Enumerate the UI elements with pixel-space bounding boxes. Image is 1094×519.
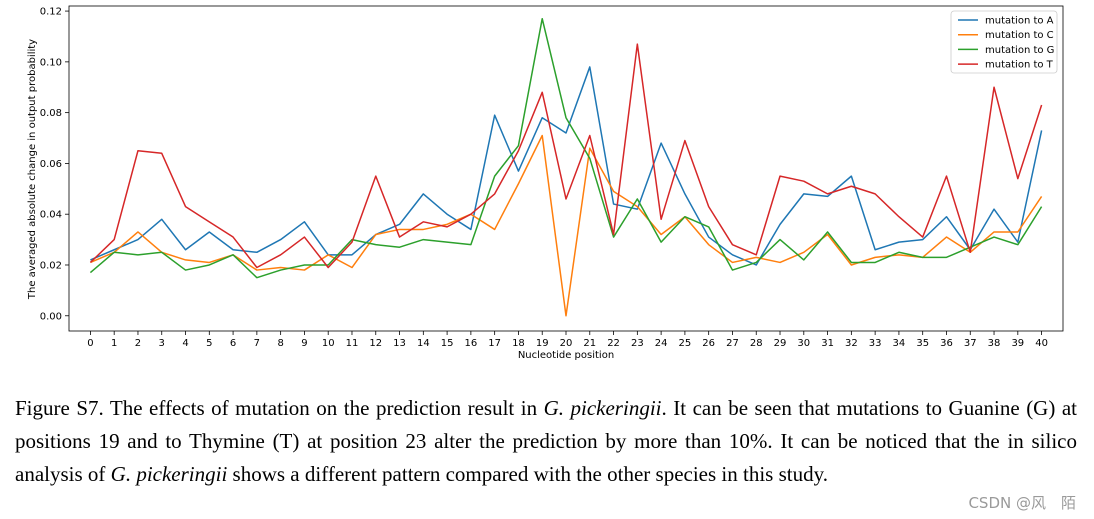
x-tick-label: 23 [631, 338, 644, 349]
x-tick-label: 8 [277, 338, 283, 349]
x-tick-label: 37 [964, 338, 977, 349]
x-tick-label: 13 [393, 338, 406, 349]
x-tick-label: 39 [1011, 338, 1024, 349]
y-tick-label: 0.02 [40, 260, 62, 271]
series-line-1 [90, 66, 1043, 266]
x-tick-label: 36 [940, 338, 953, 349]
x-tick-label: 40 [1035, 338, 1048, 349]
x-axis-label: Nucleotide position [518, 350, 614, 361]
x-tick-label: 9 [301, 338, 307, 349]
series-line-2 [90, 134, 1043, 317]
x-tick-label: 29 [774, 338, 787, 349]
x-tick-label: 16 [465, 338, 478, 349]
x-tick-label: 10 [322, 338, 335, 349]
x-tick-label: 12 [369, 338, 382, 349]
x-tick-label: 26 [702, 338, 715, 349]
x-tick-label: 0 [87, 338, 93, 349]
x-tick-label: 5 [206, 338, 212, 349]
x-tick-label: 2 [135, 338, 141, 349]
y-tick-label: 0.00 [40, 311, 62, 322]
x-tick-label: 7 [254, 338, 260, 349]
species-name-1: G. pickeringii [543, 396, 662, 420]
caption-text-3: shows a different pattern compared with … [227, 462, 828, 486]
watermark: CSDN @风 陌 [966, 492, 1078, 513]
species-name-2: G. pickeringii [110, 462, 228, 486]
x-tick-label: 32 [845, 338, 858, 349]
x-tick-label: 3 [159, 338, 165, 349]
legend-label: mutation to G [985, 45, 1054, 56]
x-tick-label: 4 [182, 338, 188, 349]
x-tick-label: 25 [679, 338, 692, 349]
x-tick-label: 24 [655, 338, 668, 349]
x-axis: 0 1 2 3 4 5 6 7 8 9 10 11 12 13 14 15 16 17 18 19 20 21 22 23 24… [87, 331, 1048, 349]
x-tick-label: 19 [536, 338, 549, 349]
y-tick-label: 0.12 [40, 7, 62, 18]
y-tick-label: 0.06 [40, 159, 62, 170]
x-tick-label: 27 [726, 338, 739, 349]
y-tick-label: 0.04 [40, 210, 62, 221]
figure-label: Figure S7. [15, 396, 104, 420]
x-tick-label: 11 [346, 338, 359, 349]
x-tick-label: 22 [607, 338, 620, 349]
x-tick-label: 30 [797, 338, 810, 349]
x-tick-label: 6 [230, 338, 236, 349]
x-tick-label: 35 [916, 338, 929, 349]
x-tick-label: 14 [417, 338, 430, 349]
legend-label: mutation to C [985, 30, 1054, 41]
x-tick-label: 33 [869, 338, 882, 349]
legend-label: mutation to A [985, 16, 1054, 27]
x-tick-label: 34 [893, 338, 906, 349]
y-axis-label: The averaged absolute change in output p… [27, 39, 38, 300]
caption-text-1: The effects of mutation on the predictio… [103, 396, 544, 420]
x-tick-label: 21 [583, 338, 596, 349]
x-tick-label: 1 [111, 338, 117, 349]
x-tick-label: 31 [821, 338, 834, 349]
plot-frame [68, 5, 1064, 332]
caption-text-2: . It can be seen that mutations to Guani… [15, 396, 1078, 486]
figure-caption: Figure S7. The effects of mutation on th… [15, 392, 1077, 491]
legend-frame [950, 10, 1058, 74]
y-tick-label: 0.08 [40, 108, 62, 119]
legend: mutation to A mutation to C mutation to G m… [950, 10, 1058, 74]
series-line-3 [89, 17, 1043, 279]
x-tick-label: 18 [512, 338, 525, 349]
x-tick-label: 17 [488, 338, 501, 349]
legend-label: mutation to T [985, 60, 1054, 71]
chart: 0 1 2 3 4 5 6 7 8 9 10 11 12 13 14 15 16 17 18 19 20 21 22 23 24… [27, 5, 1064, 361]
y-tick-label: 0.10 [40, 57, 62, 68]
series-line-4 [89, 43, 1043, 269]
x-tick-label: 38 [988, 338, 1001, 349]
x-tick-label: 20 [560, 338, 573, 349]
x-tick-label: 28 [750, 338, 763, 349]
x-tick-label: 15 [441, 338, 454, 349]
y-axis: 0.00 0.02 0.04 0.06 0.08 0.10 0.12 [40, 7, 69, 322]
plot-lines [89, 17, 1043, 317]
